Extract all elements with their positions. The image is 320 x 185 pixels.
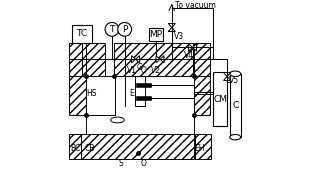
Bar (69, 43, 86, 75)
Ellipse shape (111, 117, 124, 123)
Text: G: G (137, 63, 143, 72)
Text: CM: CM (213, 95, 227, 104)
Bar (69, 43, 86, 75)
Text: V1: V1 (126, 66, 137, 75)
Bar (86, 43, 105, 75)
Bar (136, 96, 151, 100)
Text: HS: HS (86, 89, 96, 98)
Bar (86, 75, 194, 134)
Polygon shape (193, 44, 196, 51)
Bar (195, 134, 211, 159)
Text: EH: EH (195, 144, 205, 154)
Polygon shape (223, 73, 231, 76)
Bar (194, 43, 210, 75)
Circle shape (105, 22, 119, 36)
Ellipse shape (230, 134, 241, 140)
Polygon shape (223, 76, 231, 80)
Text: V2: V2 (151, 66, 161, 75)
Bar (69, 134, 81, 159)
Bar (69, 75, 86, 115)
Polygon shape (136, 56, 140, 63)
Bar (194, 75, 210, 115)
Text: C: C (232, 101, 238, 110)
Text: P: P (122, 25, 127, 34)
Polygon shape (188, 44, 193, 51)
Text: BC: BC (70, 144, 81, 154)
Bar (86, 75, 115, 115)
Polygon shape (160, 56, 164, 63)
Bar (72, 25, 92, 43)
Bar (69, 75, 86, 115)
Text: T: T (109, 25, 115, 34)
Text: To vacuum: To vacuum (175, 1, 216, 10)
Bar (114, 43, 193, 75)
Bar (81, 134, 195, 159)
Bar (194, 75, 210, 115)
Polygon shape (132, 56, 136, 63)
Bar (213, 72, 227, 126)
Polygon shape (168, 28, 175, 31)
Bar (69, 134, 81, 159)
Polygon shape (168, 23, 175, 28)
Text: CB: CB (85, 144, 95, 154)
Ellipse shape (230, 71, 241, 76)
Bar (114, 43, 193, 75)
Text: TC: TC (76, 29, 88, 38)
Polygon shape (156, 56, 160, 63)
Text: O: O (141, 66, 147, 75)
Bar (136, 83, 151, 87)
Bar (230, 74, 241, 137)
Text: S: S (119, 159, 124, 168)
Text: V5: V5 (229, 76, 239, 85)
Bar (195, 134, 211, 159)
Text: O: O (141, 159, 147, 168)
Text: V3: V3 (173, 32, 184, 41)
Text: MP: MP (149, 30, 163, 39)
Bar (194, 43, 210, 75)
Bar (135, 75, 145, 106)
Bar (86, 43, 105, 75)
Bar (81, 134, 195, 159)
Circle shape (118, 22, 132, 36)
Text: V4: V4 (184, 51, 194, 60)
Bar (149, 28, 163, 41)
Text: E: E (129, 89, 134, 98)
